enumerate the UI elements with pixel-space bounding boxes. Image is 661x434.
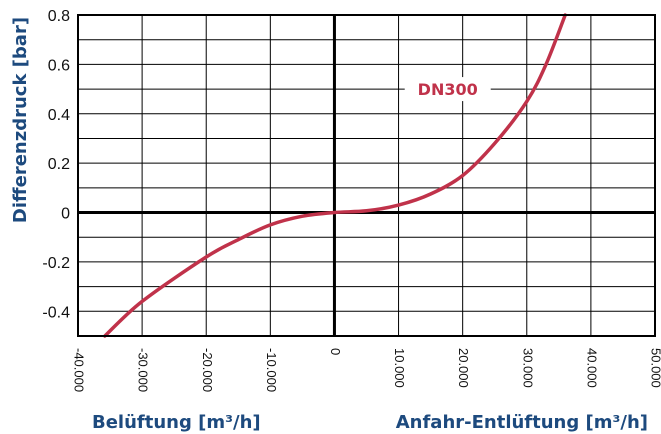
x-tick-label: 50.000 (649, 348, 661, 388)
chart-grid (77, 14, 656, 337)
x-tick-label: -40.000 (72, 348, 87, 392)
x-tick-label: 0 (328, 348, 343, 355)
plot-frame (77, 14, 656, 337)
series-line-dn300 (103, 13, 567, 338)
y-tick-label: 0.8 (48, 8, 70, 25)
y-tick-label: -0.4 (42, 304, 70, 321)
tick-labels: 0.8 0.6 0.4 0.2 0 -0.2 -0.4 -40.000 -30.000 -20.0… (42, 8, 661, 392)
series-label-dn300: DN300 (418, 80, 478, 99)
x-tick-label: 30.000 (520, 348, 535, 388)
x-tick-label: -20.000 (200, 348, 215, 392)
chart-axes (78, 15, 655, 336)
x-tick-label: 20.000 (456, 348, 471, 388)
y-tick-label: 0.2 (48, 156, 70, 173)
x-axis-title-left: Belüftung [m³/h] (92, 412, 261, 433)
x-tick-label: 40.000 (584, 348, 599, 388)
y-axis-title: Differenzdruck [bar] (10, 17, 31, 223)
x-tick-label: -30.000 (136, 348, 151, 392)
y-tick-label: 0.4 (48, 107, 70, 124)
y-tick-label: -0.2 (42, 255, 70, 272)
series-label-background (404, 77, 491, 102)
x-axis-title-right: Anfahr-Entlüftung [m³/h] (396, 412, 648, 433)
y-tick-label: 0.6 (48, 57, 70, 74)
x-tick-label: -10.000 (264, 348, 279, 392)
axis-titles: Differenzdruck [bar] Belüftung [m³/h] An… (10, 17, 648, 433)
y-tick-label: 0 (61, 206, 70, 223)
x-tick-label: 10.000 (392, 348, 407, 388)
chart-frame (77, 14, 656, 337)
series-layer: DN300 (103, 13, 567, 338)
